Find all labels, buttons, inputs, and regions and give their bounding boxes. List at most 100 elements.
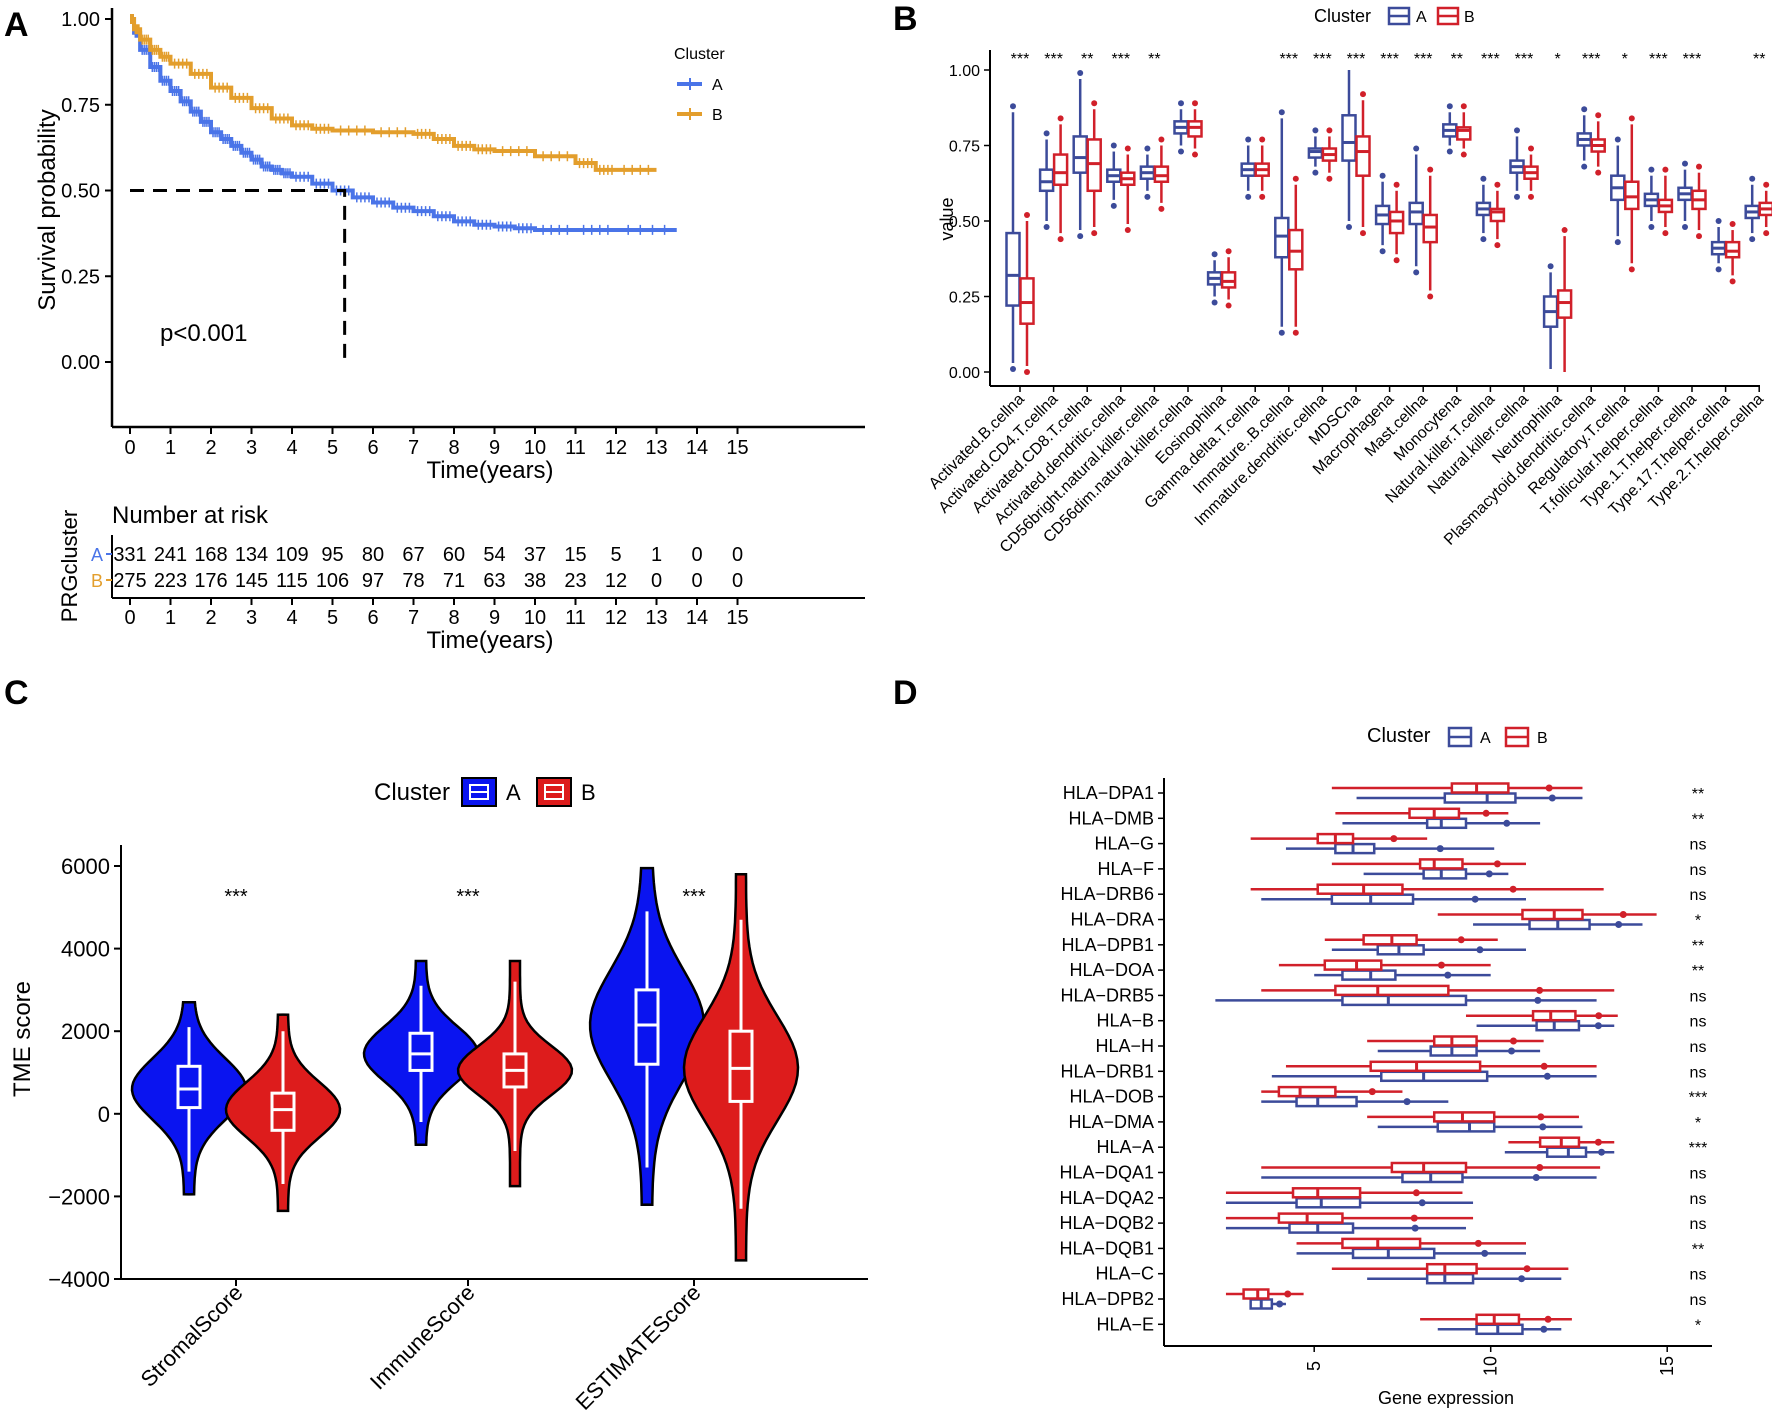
hla-box-A [1351,1247,1436,1260]
immune-outlier-B [1091,100,1098,107]
immune-box-B [1187,120,1203,138]
immune-outlier-B [1158,136,1165,143]
km-xtick-label: 14 [686,437,708,459]
immune-outlier-A [1581,163,1588,170]
hla-ytick-label: HLA−C [1095,1264,1154,1284]
hla-outlier-B [1284,1290,1292,1298]
hla-ytick-label: HLA−DMA [1068,1112,1154,1132]
hla-outlier-B [1457,936,1465,944]
immune-box-B [1288,228,1304,271]
immune-outlier-B [1628,266,1635,273]
hla-box-A [1528,918,1591,931]
hla-outlier-B [1540,1062,1548,1070]
hla-significance: * [1695,1317,1701,1334]
hla-box-A [1436,1121,1496,1133]
risk-xtick-label: 5 [327,607,338,629]
immune-significance: * [1554,51,1560,68]
risk-xtick-label: 3 [246,607,257,629]
risk-count: 241 [154,544,187,566]
tme-significance: *** [456,886,480,908]
tme-violin: Cluster A B −4000 −2000 0 2000 4000 6000 Strom… [9,777,868,1415]
hla-significance: ** [1692,963,1704,980]
hla-box-A [1295,1095,1358,1108]
hla-box-B [1277,1085,1337,1098]
immune-outlier-A [1480,175,1487,182]
risk-count: 38 [524,570,546,592]
risk-count: 97 [362,570,384,592]
km-ytick-label: 0.50 [61,181,100,203]
risk-count: 71 [443,570,465,592]
tme-significance: *** [224,886,248,908]
immune-significance: ** [1753,51,1765,68]
immune-outlier-B [1360,91,1366,98]
risk-count: 168 [194,544,227,566]
immune-outlier-A [1749,175,1756,182]
km-xtick-label: 12 [605,437,627,459]
immune-outlier-B [1427,293,1434,300]
tme-significance: *** [682,886,706,908]
hla-outlier-B [1595,1012,1603,1020]
immune-outlier-B [1225,248,1232,255]
hla-ytick-label: HLA−A [1096,1137,1154,1157]
immune-outlier-A [1413,269,1420,276]
hla-outlier-B [1482,809,1490,817]
immune-outlier-B [1494,181,1501,188]
panel-label-d: D [893,674,918,712]
hla-ytick-label: HLA−DRB1 [1060,1061,1154,1081]
km-legend-title: Cluster [674,46,725,63]
hla-box-B [1390,1161,1468,1174]
risk-count: 115 [276,570,308,592]
risk-xtick-label: 8 [448,607,459,629]
risk-xtick-label: 13 [645,607,667,629]
immune-box-A [1341,114,1357,162]
hla-ytick-label: HLA−DRB6 [1060,884,1154,904]
hla-significance: ns [1690,1014,1707,1031]
hla-significance: ns [1690,1191,1707,1208]
hla-xtick-label: 10 [1481,1356,1501,1376]
hla-significance: ** [1692,786,1704,803]
immune-significance: *** [1347,51,1366,68]
risk-count: 223 [154,570,187,592]
immune-outlier-A [1614,136,1621,143]
tme-box-A [176,1064,202,1110]
hla-ytick-label: HLA−DMB [1068,808,1154,828]
hla-outlier-A [1594,1022,1602,1030]
immune-outlier-B [1696,233,1702,240]
immune-outlier-B [1024,211,1030,218]
hla-outlier-A [1476,946,1484,954]
hla-outlier-B [1493,860,1501,868]
hla-box-A [1475,1323,1524,1336]
immune-significance: *** [1481,51,1500,68]
hla-outlier-B [1619,911,1627,918]
immune-outlier-A [1514,127,1520,134]
immune-outlier-A [1178,100,1184,107]
tme-legend: Cluster A B [374,777,596,807]
hla-ytick-label: HLA−F [1097,859,1154,879]
immune-significance: * [1622,51,1628,68]
hla-outlier-B [1474,1239,1482,1247]
tme-ytick-label: 6000 [61,854,110,879]
km-xtick-label: 3 [246,437,257,459]
immune-legend: Cluster A B [1314,6,1475,26]
immune-box-A [1307,147,1324,159]
hla-outlier-B [1390,835,1398,843]
immune-outlier-B [1360,230,1366,237]
hla-significance: *** [1689,1090,1708,1107]
immune-outlier-A [1312,127,1319,134]
immune-outlier-A [1413,145,1420,152]
immune-outlier-B [1057,115,1064,122]
immune-outlier-A [1446,103,1453,110]
hla-outlier-A [1598,1148,1606,1156]
hla-xtick-label: 5 [1304,1361,1324,1371]
immune-outlier-A [1245,136,1252,143]
immune-box-B [1724,240,1741,259]
risk-count: 109 [275,544,308,566]
hla-significance: ns [1690,887,1707,904]
risk-count: 275 [113,570,146,592]
km-xtick-label: 4 [286,437,297,459]
immune-outlier-A [1110,142,1117,149]
immune-outlier-A [1278,329,1285,336]
hla-outlier-A [1539,1123,1547,1131]
hla-outlier-B [1537,1113,1545,1121]
tme-ylabel: TME score [9,981,36,1097]
